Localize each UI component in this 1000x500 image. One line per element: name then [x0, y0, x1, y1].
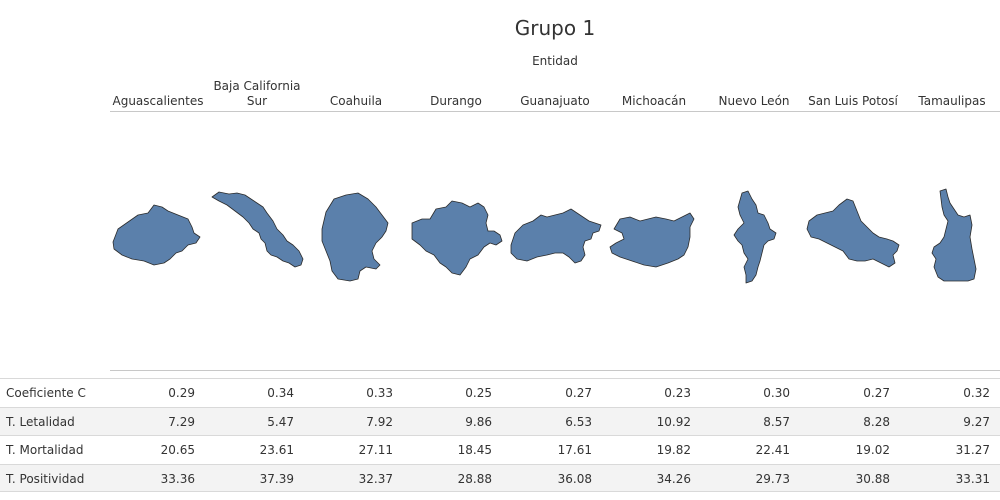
coahuila-shape[interactable] — [321, 192, 389, 282]
table-cell: 30.88 — [855, 471, 890, 486]
baja-california-sur-shape[interactable] — [211, 191, 304, 268]
table-cell: 19.82 — [656, 443, 691, 457]
san-luis-potosi-shape[interactable] — [806, 198, 900, 268]
state-map-row — [110, 113, 1000, 370]
table-cell: 23.61 — [259, 443, 294, 457]
metrics-table: Coeficiente C 0.29 0.34 0.33 0.25 0.27 0.23 0.3… — [0, 378, 1000, 492]
row-label: Coeficiente C — [6, 386, 86, 400]
column-header-durango: Durango — [430, 94, 482, 108]
table-cell: 32.37 — [358, 471, 393, 486]
table-cell: 0.29 — [168, 386, 195, 400]
divider — [110, 370, 1000, 371]
column-header-michoacan: Michoacán — [621, 94, 687, 108]
column-header-coahuila: Coahuila — [329, 94, 383, 108]
state-header-row: Aguascalientes Baja California Sur Coahuil… — [110, 78, 1000, 112]
table-cell: 9.27 — [963, 414, 990, 429]
column-header-aguascalientes: Aguascalientes — [112, 94, 204, 108]
table-cell: 18.45 — [457, 443, 492, 457]
table-cell: 7.29 — [168, 414, 195, 429]
table-cell: 31.27 — [955, 443, 990, 457]
table-cell: 0.27 — [565, 386, 592, 400]
table-cell: 0.32 — [963, 386, 990, 400]
page-title: Grupo 1 — [514, 16, 596, 40]
table-cell: 28.88 — [457, 471, 492, 486]
table-cell: 29.73 — [755, 471, 790, 486]
table-cell: 0.30 — [763, 386, 790, 400]
column-header-guanajuato: Guanajuato — [520, 94, 590, 108]
table-cell: 0.33 — [366, 386, 393, 400]
table-cell: 33.36 — [160, 471, 195, 486]
table-cell: 7.92 — [366, 414, 393, 429]
nuevo-leon-shape[interactable] — [733, 190, 777, 284]
column-header-san-luis-potosi: San Luis Potosí — [808, 94, 898, 108]
table-cell: 0.27 — [863, 386, 890, 400]
row-label: T. Mortalidad — [6, 443, 84, 457]
table-cell: 6.53 — [565, 414, 592, 429]
table-cell: 20.65 — [160, 443, 195, 457]
durango-shape[interactable] — [411, 200, 503, 276]
table-cell: 19.02 — [855, 443, 890, 457]
column-group-label: Entidad — [532, 54, 578, 68]
state-maps — [112, 188, 977, 284]
michoacan-shape[interactable] — [609, 212, 695, 268]
table-cell: 36.08 — [557, 471, 592, 486]
tamaulipas-shape[interactable] — [931, 188, 977, 282]
table-cell: 0.25 — [465, 386, 492, 400]
table-row: Coeficiente C 0.29 0.34 0.33 0.25 0.27 0.23 0.3… — [0, 378, 1000, 407]
guanajuato-shape[interactable] — [510, 208, 602, 264]
table-row: T. Letalidad 7.29 5.47 7.92 9.86 6.53 10.92 8.5… — [0, 406, 1000, 435]
table-cell: 8.57 — [763, 414, 790, 429]
table-cell: 9.86 — [465, 414, 492, 429]
table-cell: 8.28 — [863, 414, 890, 429]
column-header-nuevo-leon: Nuevo León — [718, 94, 790, 108]
table-cell: 5.47 — [267, 414, 294, 429]
table-cell: 10.92 — [656, 414, 691, 429]
column-header-baja-california-sur: Baja California Sur — [213, 79, 301, 108]
table-cell: 33.31 — [955, 471, 990, 486]
table-cell: 0.34 — [267, 386, 294, 400]
table-cell: 27.11 — [358, 443, 393, 457]
table-row: T. Positividad 33.36 37.39 32.37 28.88 36.08 3… — [0, 463, 1000, 492]
table-cell: 37.39 — [259, 471, 294, 486]
table-cell: 34.26 — [656, 471, 691, 486]
row-label: T. Letalidad — [6, 414, 75, 429]
table-row: T. Mortalidad 20.65 23.61 27.11 18.45 17.61 19… — [0, 435, 1000, 464]
row-label: T. Positividad — [6, 471, 85, 486]
column-header-tamaulipas: Tamaulipas — [918, 94, 986, 108]
aguascalientes-shape[interactable] — [112, 204, 201, 266]
table-cell: 0.23 — [664, 386, 691, 400]
table-cell: 22.41 — [755, 443, 790, 457]
table-cell: 17.61 — [557, 443, 592, 457]
